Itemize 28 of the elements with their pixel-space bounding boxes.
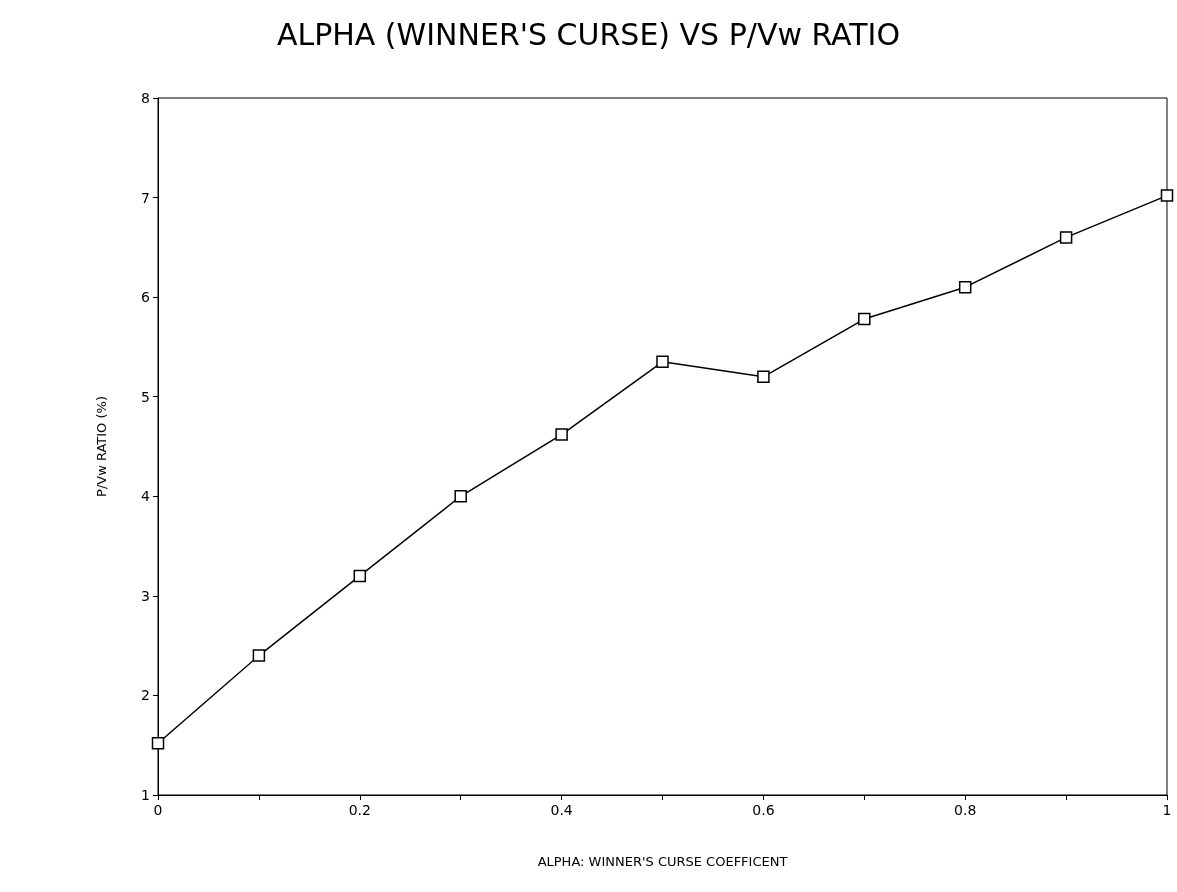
point — [1059, 231, 1073, 244]
chart-title: ALPHA (WINNER'S CURSE) VS P/Vw RATIO — [276, 16, 901, 52]
point — [151, 736, 165, 750]
y-tick-label: 2 — [141, 687, 150, 704]
point — [757, 370, 770, 384]
point — [353, 569, 367, 583]
point — [454, 490, 467, 503]
y-tick-label: 5 — [141, 388, 150, 405]
point — [656, 355, 669, 369]
x-tick-label: 0.6 — [752, 802, 775, 818]
point — [958, 280, 972, 294]
point — [858, 312, 871, 326]
y-tick-label: 7 — [141, 189, 150, 206]
point — [1160, 189, 1174, 202]
point — [252, 649, 266, 662]
x-tick-label: 0.8 — [954, 802, 977, 818]
y-tick-label: 4 — [141, 488, 151, 505]
x-tick-label: 0.4 — [550, 802, 573, 818]
y-tick-label: 3 — [141, 587, 150, 604]
y-tick-label: 1 — [141, 787, 150, 803]
x-axis-title: ALPHA: WINNER'S CURSE COEFFICENT — [537, 854, 788, 869]
x-tick-label: 0 — [153, 802, 163, 818]
y-axis-title: P/Vw RATIO (%) — [94, 396, 109, 497]
point — [555, 428, 568, 441]
x-tick-label: 0.2 — [348, 802, 371, 818]
y-tick-label: 6 — [141, 289, 151, 306]
x-tick-label: 1 — [1162, 802, 1172, 818]
y-tick-label: 8 — [141, 90, 150, 106]
